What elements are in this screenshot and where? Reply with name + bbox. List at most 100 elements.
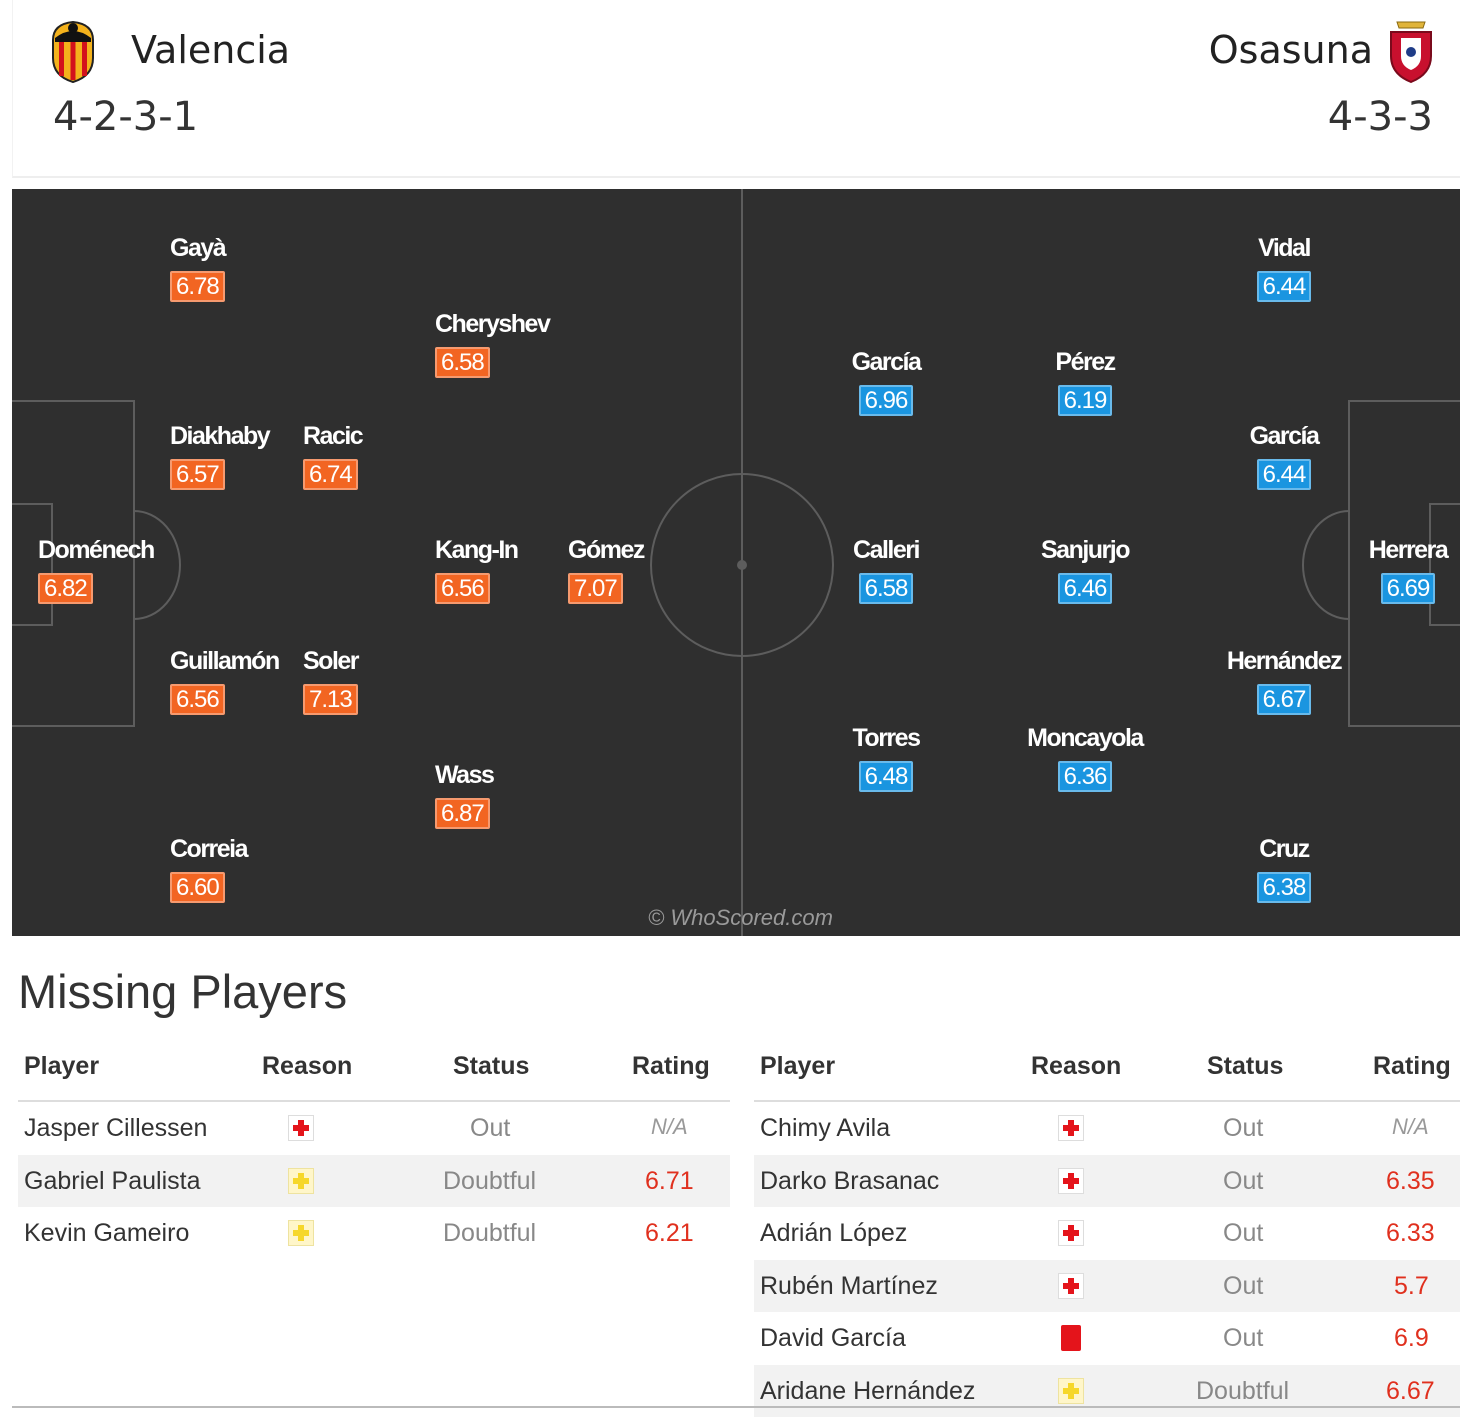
home-player-soler[interactable]: Soler 7.13 (303, 646, 483, 715)
player-rating: 6.74 (303, 459, 358, 490)
player-name: Correia (170, 834, 350, 864)
missing-rating: N/A (1392, 1114, 1429, 1140)
player-rating: 6.38 (1257, 872, 1312, 903)
home-player-gomez[interactable]: Gómez 7.07 (568, 535, 748, 604)
missing-player-name[interactable]: Gabriel Paulista (24, 1167, 200, 1196)
missing-rating: 6.33 (1386, 1219, 1435, 1248)
player-name: Pérez (995, 347, 1175, 377)
player-rating: 6.56 (170, 684, 225, 715)
player-name: García (1194, 421, 1374, 451)
doubtful-icon (288, 1168, 314, 1194)
missing-rating: 6.9 (1394, 1324, 1429, 1353)
table-header: Player Reason Status Rating (18, 1040, 730, 1102)
table-row: Aridane Hernández Doubtful 6.67 (754, 1365, 1460, 1417)
home-missing-table: Player Reason Status Rating Jasper Cille… (18, 1040, 730, 1260)
missing-player-name[interactable]: Rubén Martínez (760, 1272, 938, 1301)
player-name: Sanjurjo (995, 535, 1175, 565)
player-name: Calleri (796, 535, 976, 565)
missing-player-name[interactable]: Adrián López (760, 1219, 907, 1248)
away-player-vidal[interactable]: Vidal 6.44 (1194, 233, 1374, 302)
missing-player-name[interactable]: Jasper Cillessen (24, 1114, 207, 1143)
player-rating: 6.46 (1058, 573, 1113, 604)
home-formation: 4-2-3-1 (53, 94, 198, 140)
header-rating[interactable]: Rating (632, 1052, 710, 1081)
missing-players-title: Missing Players (18, 964, 347, 1019)
player-rating: 6.96 (859, 385, 914, 416)
away-missing-table: Player Reason Status Rating Chimy Avila … (754, 1040, 1460, 1417)
away-player-torres[interactable]: Torres 6.48 (796, 723, 976, 792)
home-player-racic[interactable]: Racic 6.74 (303, 421, 483, 490)
away-player-sanjurjo[interactable]: Sanjurjo 6.46 (995, 535, 1175, 604)
player-rating: 6.58 (859, 573, 914, 604)
missing-rating: 6.67 (1386, 1377, 1435, 1406)
away-player-garcia-1[interactable]: García 6.96 (796, 347, 976, 416)
header-reason[interactable]: Reason (1031, 1052, 1121, 1081)
away-player-cruz[interactable]: Cruz 6.38 (1194, 834, 1374, 903)
missing-player-name[interactable]: David García (760, 1324, 906, 1353)
player-rating: 6.36 (1058, 761, 1113, 792)
header-status[interactable]: Status (1207, 1052, 1283, 1081)
doubtful-icon (288, 1220, 314, 1246)
missing-status: Doubtful (443, 1219, 536, 1248)
away-player-garcia-2[interactable]: García 6.44 (1194, 421, 1374, 490)
away-player-calleri[interactable]: Calleri 6.58 (796, 535, 976, 604)
player-rating: 7.13 (303, 684, 358, 715)
away-player-hernandez[interactable]: Hernández 6.67 (1194, 646, 1374, 715)
away-player-perez[interactable]: Pérez 6.19 (995, 347, 1175, 416)
player-rating: 6.44 (1257, 459, 1312, 490)
home-player-cheryshev[interactable]: Cheryshev 6.58 (435, 309, 615, 378)
missing-status: Out (1223, 1272, 1263, 1301)
pitch: Gayà 6.78 Cheryshev 6.58 Diakhaby 6.57 R… (12, 189, 1460, 936)
table-row: Rubén Martínez Out 5.7 (754, 1260, 1460, 1313)
missing-status: Out (1223, 1324, 1263, 1353)
home-player-gaya[interactable]: Gayà 6.78 (170, 233, 350, 302)
table-row: Adrián López Out 6.33 (754, 1207, 1460, 1260)
table-row: Gabriel Paulista Doubtful 6.71 (18, 1155, 730, 1208)
player-name: Cheryshev (435, 309, 615, 339)
injury-icon (288, 1115, 314, 1141)
missing-player-name[interactable]: Kevin Gameiro (24, 1219, 189, 1248)
table-row: Kevin Gameiro Doubtful 6.21 (18, 1207, 730, 1260)
home-player-correia[interactable]: Correia 6.60 (170, 834, 350, 903)
player-name: Racic (303, 421, 483, 451)
player-rating: 6.56 (435, 573, 490, 604)
away-player-herrera[interactable]: Herrera 6.69 (1360, 535, 1456, 604)
header-status[interactable]: Status (453, 1052, 529, 1081)
player-name: Vidal (1194, 233, 1374, 263)
table-row: Darko Brasanac Out 6.35 (754, 1155, 1460, 1208)
away-player-moncayola[interactable]: Moncayola 6.36 (995, 723, 1175, 792)
player-name: Cruz (1194, 834, 1374, 864)
header-reason[interactable]: Reason (262, 1052, 352, 1081)
missing-status: Doubtful (443, 1167, 536, 1196)
player-rating: 6.78 (170, 271, 225, 302)
player-rating: 6.82 (38, 573, 93, 604)
missing-rating: 6.71 (645, 1167, 694, 1196)
player-rating: 6.58 (435, 347, 490, 378)
missing-status: Out (1223, 1114, 1263, 1143)
player-rating: 6.69 (1381, 573, 1436, 604)
table-row: David García Out 6.9 (754, 1312, 1460, 1365)
header-rating[interactable]: Rating (1373, 1052, 1451, 1081)
home-player-domenech[interactable]: Doménech 6.82 (38, 535, 218, 604)
home-player-wass[interactable]: Wass 6.87 (435, 760, 615, 829)
match-lineup-header: Valencia 4-2-3-1 Osasuna 4-3-3 (12, 0, 1460, 178)
missing-player-name[interactable]: Darko Brasanac (760, 1167, 939, 1196)
missing-player-name[interactable]: Aridane Hernández (760, 1377, 975, 1406)
player-rating: 6.67 (1257, 684, 1312, 715)
player-name: Herrera (1360, 535, 1456, 565)
player-rating: 6.19 (1058, 385, 1113, 416)
home-team-name[interactable]: Valencia (131, 28, 290, 72)
injury-icon (1058, 1273, 1084, 1299)
missing-player-name[interactable]: Chimy Avila (760, 1114, 890, 1143)
player-name: Wass (435, 760, 615, 790)
away-formation: 4-3-3 (1328, 94, 1433, 140)
header-player[interactable]: Player (760, 1052, 835, 1081)
table-row: Chimy Avila Out N/A (754, 1102, 1460, 1155)
injury-icon (1058, 1115, 1084, 1141)
doubtful-icon (1058, 1378, 1084, 1404)
player-rating: 6.87 (435, 798, 490, 829)
red-card-icon (1061, 1325, 1081, 1351)
injury-icon (1058, 1220, 1084, 1246)
header-player[interactable]: Player (24, 1052, 99, 1081)
away-team-name[interactable]: Osasuna (1209, 28, 1373, 72)
